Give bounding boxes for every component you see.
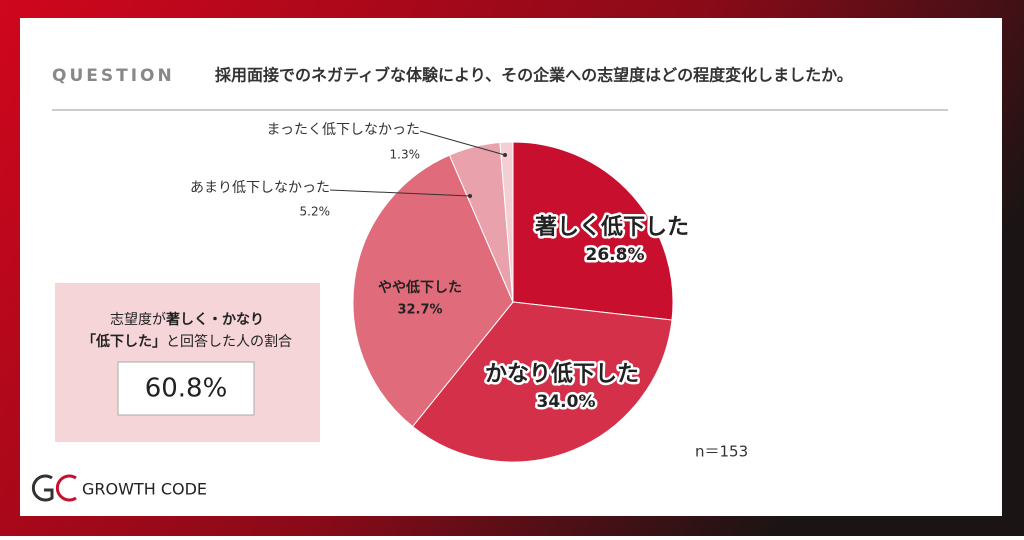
summary-text: 著しく・かなり (165, 311, 264, 328)
slice (499, 141, 514, 303)
leader-line (419, 130, 506, 156)
question: 採用面接でのネガティブな体験により、その企業への志望度はどの程度変化しましたか。 (215, 66, 853, 85)
value-label: 32.7% (397, 303, 442, 318)
leader-dot (503, 153, 507, 157)
pie: 著しく低下した 26.8% かなり低下した 34.0% やや低下した 32.7% あまり低下… (190, 122, 692, 463)
slice (352, 154, 514, 428)
summary-text: 「低下した」 (82, 333, 166, 350)
slice (512, 141, 674, 321)
question-label: QUESTION (52, 66, 175, 86)
slice-label: まったく低下しなかった (267, 122, 420, 138)
summary-value-box (117, 361, 255, 416)
leader-dot (468, 194, 472, 198)
slice (411, 301, 673, 463)
value-label: 26.8% (586, 245, 645, 265)
summary-value: 60.8% (145, 374, 228, 404)
summary-line1: 志望度が著しく・かなり (110, 311, 264, 328)
sample-size: n＝153 (695, 443, 748, 461)
slice-label: あまり低下しなかった (190, 180, 330, 196)
leader-line (329, 189, 471, 197)
summary-text: 志望度が (110, 312, 166, 328)
summary-line2: 「低下した」と回答した人の割合 (82, 333, 292, 350)
summary-text: と回答した人の割合 (166, 333, 292, 350)
logo-text: GROWTH CODE (82, 480, 207, 499)
logo-mark (31, 474, 77, 502)
slice-label: やや低下した (378, 279, 462, 296)
value-label: 5.2% (300, 205, 331, 219)
value-label: 1.3% (390, 148, 421, 162)
slice-label: 著しく低下した (534, 214, 689, 240)
value-label: 34.0% (537, 392, 596, 412)
slice-label: かなり低下した (485, 362, 639, 387)
